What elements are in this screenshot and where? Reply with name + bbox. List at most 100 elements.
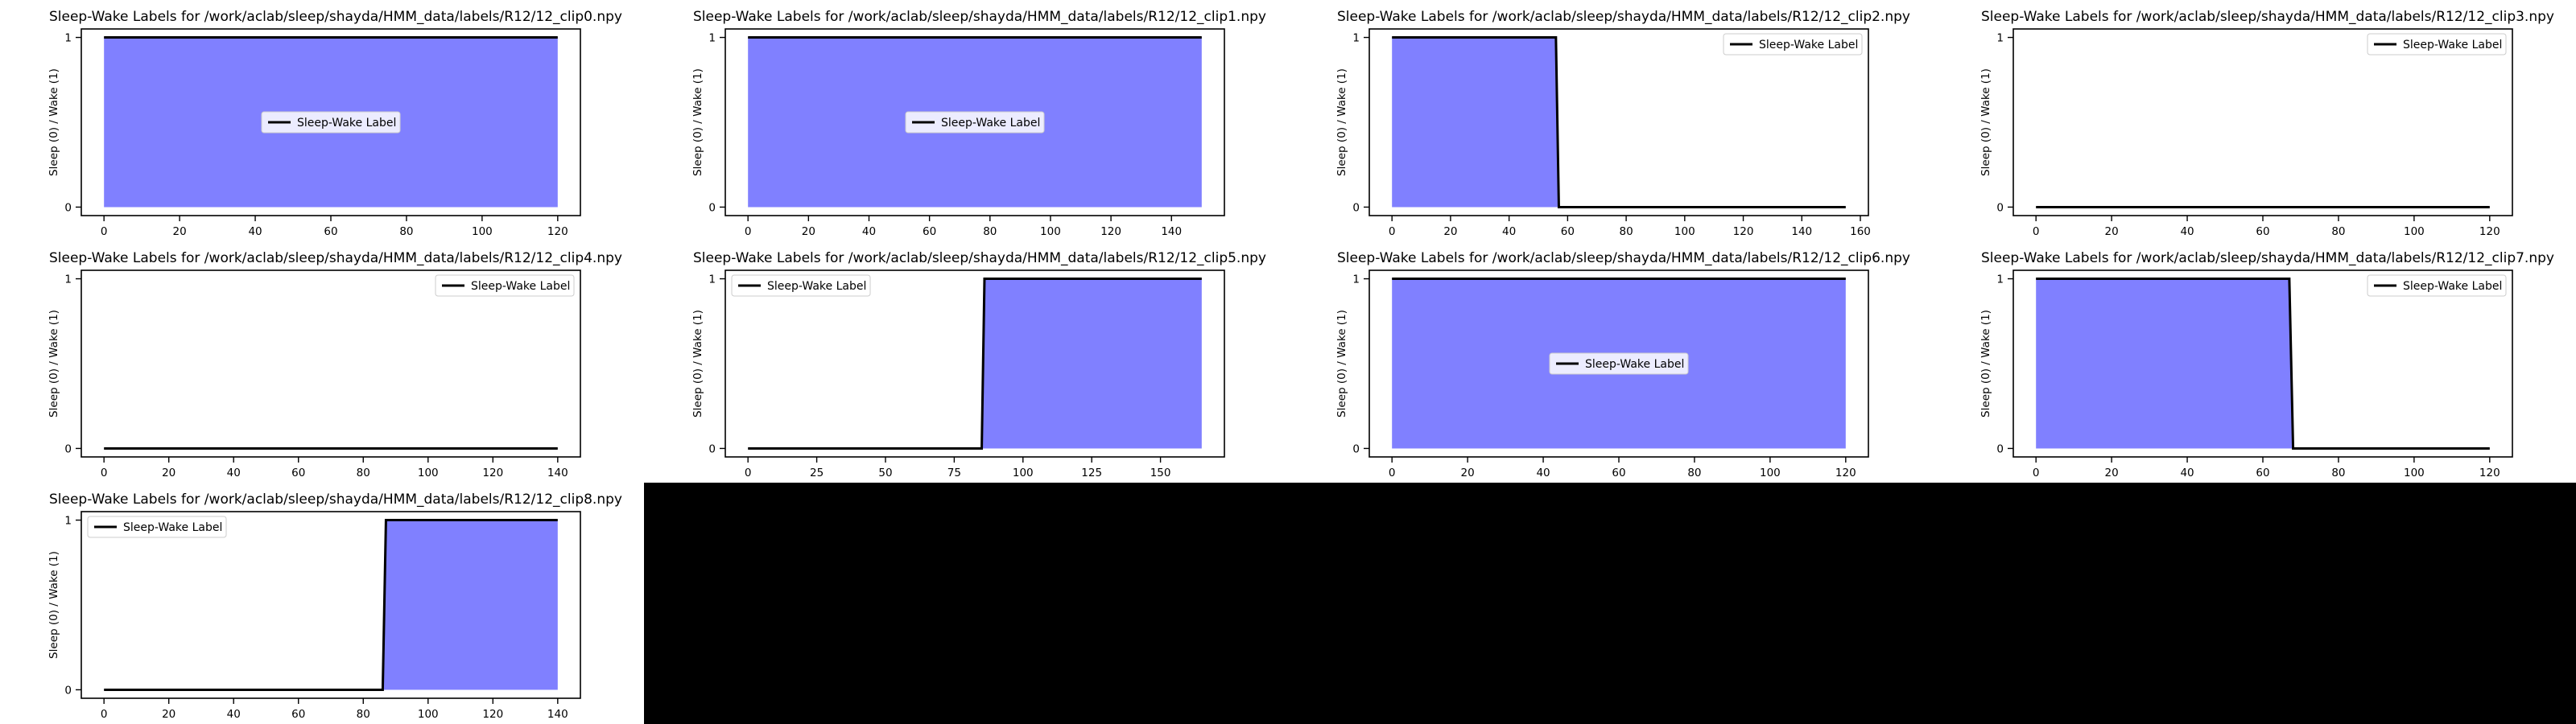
x-tick-label: 40 [227, 708, 241, 721]
x-tick-label: 100 [472, 225, 493, 238]
y-tick-label: 1 [1996, 274, 2004, 286]
x-tick-label: 120 [1733, 225, 1754, 238]
plot-title: Sleep-Wake Labels for /work/aclab/sleep/… [49, 9, 622, 25]
x-tick-label: 120 [482, 467, 503, 479]
subplot-6: Sleep-Wake Labels for /work/aclab/sleep/… [1335, 250, 1910, 479]
x-tick-label: 40 [2180, 225, 2194, 238]
legend: Sleep-Wake Label [2367, 33, 2507, 56]
x-tick-label: 20 [2105, 467, 2119, 479]
plot-title: Sleep-Wake Labels for /work/aclab/sleep/… [49, 250, 622, 266]
x-tick-label: 0 [2033, 467, 2040, 479]
legend-box [87, 516, 227, 538]
plot-title: Sleep-Wake Labels for /work/aclab/sleep/… [693, 250, 1266, 266]
y-axis-label: Sleep (0) / Wake (1) [47, 310, 60, 418]
x-tick-label: 80 [357, 467, 370, 479]
y-axis-label: Sleep (0) / Wake (1) [1335, 310, 1348, 418]
x-tick-label: 20 [2105, 225, 2119, 238]
legend-label: Sleep-Wake Label [767, 280, 866, 293]
x-tick-label: 140 [547, 708, 568, 721]
x-tick-label: 0 [745, 225, 752, 238]
y-axis-label: Sleep (0) / Wake (1) [1335, 68, 1348, 176]
x-tick-label: 0 [1389, 225, 1396, 238]
legend-box [1723, 33, 1863, 56]
plot-title: Sleep-Wake Labels for /work/aclab/sleep/… [1981, 9, 2554, 25]
x-tick-label: 100 [1760, 467, 1781, 479]
x-tick-label: 0 [1389, 467, 1396, 479]
x-tick-label: 60 [2256, 225, 2269, 238]
y-axis-label: Sleep (0) / Wake (1) [1979, 310, 1992, 418]
legend-box [2367, 33, 2507, 56]
subplot-3: Sleep-Wake Labels for /work/aclab/sleep/… [1979, 9, 2554, 238]
y-tick-label: 1 [1352, 32, 1360, 45]
legend: Sleep-Wake Label [261, 111, 401, 134]
legend: Sleep-Wake Label [731, 274, 871, 297]
x-tick-label: 60 [2256, 467, 2269, 479]
x-tick-label: 80 [1687, 467, 1701, 479]
legend-label: Sleep-Wake Label [1759, 39, 1858, 51]
legend-label: Sleep-Wake Label [297, 117, 396, 130]
y-tick-label: 1 [64, 32, 72, 45]
x-tick-label: 80 [357, 708, 370, 721]
x-tick-label: 20 [162, 467, 175, 479]
legend-box [2367, 274, 2507, 297]
x-tick-label: 40 [227, 467, 241, 479]
axes-frame [80, 269, 581, 458]
x-tick-label: 40 [1536, 467, 1550, 479]
legend: Sleep-Wake Label [435, 274, 575, 297]
legend-label: Sleep-Wake Label [2403, 39, 2502, 51]
x-tick-label: 20 [162, 708, 175, 721]
legend-box [435, 274, 575, 297]
x-tick-label: 100 [418, 708, 439, 721]
plot-title: Sleep-Wake Labels for /work/aclab/sleep/… [1337, 250, 1910, 266]
x-tick-label: 60 [1612, 467, 1625, 479]
legend-label: Sleep-Wake Label [941, 117, 1040, 130]
sleep-wake-line [748, 278, 1202, 450]
x-tick-label: 20 [1461, 467, 1475, 479]
legend: Sleep-Wake Label [1723, 33, 1863, 56]
wake-fill-area [2036, 278, 2490, 449]
sleep-wake-line [2036, 278, 2490, 450]
x-tick-label: 60 [291, 708, 305, 721]
x-tick-label: 50 [878, 467, 892, 479]
subplot-4: Sleep-Wake Labels for /work/aclab/sleep/… [47, 250, 622, 479]
legend-label: Sleep-Wake Label [471, 280, 570, 293]
x-tick-label: 140 [547, 467, 568, 479]
x-tick-label: 120 [2479, 467, 2500, 479]
x-tick-label: 40 [248, 225, 262, 238]
plot-title: Sleep-Wake Labels for /work/aclab/sleep/… [49, 492, 622, 508]
x-tick-label: 100 [418, 467, 439, 479]
legend: Sleep-Wake Label [905, 111, 1045, 134]
y-axis-label: Sleep (0) / Wake (1) [691, 68, 704, 176]
x-tick-label: 60 [291, 467, 305, 479]
x-tick-label: 120 [1835, 467, 1856, 479]
x-tick-label: 80 [2331, 225, 2345, 238]
y-tick-label: 1 [64, 515, 72, 528]
subplot-0: Sleep-Wake Labels for /work/aclab/sleep/… [47, 9, 622, 238]
y-tick-label: 0 [1352, 442, 1360, 455]
x-tick-label: 80 [399, 225, 413, 238]
x-tick-label: 150 [1150, 467, 1171, 479]
x-tick-label: 120 [482, 708, 503, 721]
y-tick-label: 0 [1996, 442, 2004, 455]
x-tick-label: 100 [1040, 225, 1061, 238]
x-tick-label: 0 [2033, 225, 2040, 238]
x-tick-label: 140 [1161, 225, 1182, 238]
legend-box [1549, 352, 1689, 375]
wake-fill-area [104, 520, 558, 690]
y-tick-label: 0 [1996, 201, 2004, 214]
legend: Sleep-Wake Label [1549, 352, 1689, 375]
x-tick-label: 140 [1791, 225, 1812, 238]
y-axis-label: Sleep (0) / Wake (1) [47, 68, 60, 176]
x-tick-label: 25 [810, 467, 824, 479]
x-tick-label: 100 [1013, 467, 1034, 479]
x-tick-label: 60 [324, 225, 337, 238]
legend: Sleep-Wake Label [2367, 274, 2507, 297]
x-tick-label: 20 [1443, 225, 1457, 238]
x-tick-label: 80 [1619, 225, 1633, 238]
legend-label: Sleep-Wake Label [123, 521, 222, 534]
legend-label: Sleep-Wake Label [1585, 358, 1684, 371]
y-tick-label: 1 [1352, 274, 1360, 286]
x-tick-label: 125 [1081, 467, 1102, 479]
subplot-2: Sleep-Wake Labels for /work/aclab/sleep/… [1335, 9, 1910, 238]
x-tick-label: 120 [2479, 225, 2500, 238]
